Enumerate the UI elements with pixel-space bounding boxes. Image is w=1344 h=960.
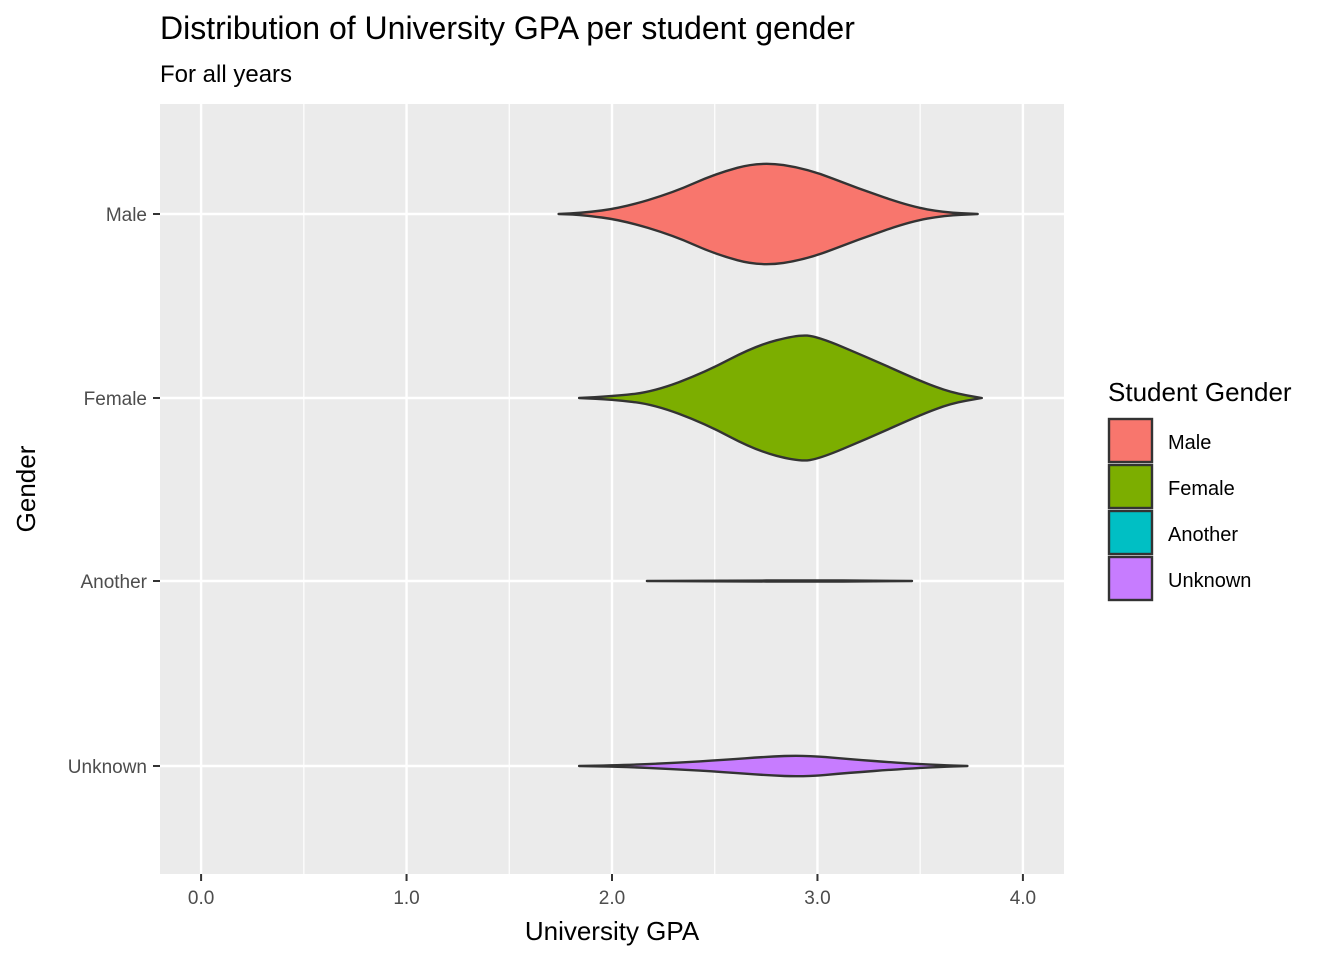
violin-male: [557, 162, 979, 266]
y-axis-title: Gender: [11, 445, 41, 532]
violin-another: [645, 579, 914, 583]
legend-key-male: [1107, 417, 1154, 464]
legend-key-female: [1107, 463, 1154, 510]
legend-label: Another: [1168, 524, 1238, 546]
violin-female: [577, 334, 983, 462]
violin-unknown: [577, 754, 969, 778]
x-tick-label: 2.0: [599, 888, 625, 909]
legend-items: Male Female Another Unknown: [1107, 417, 1251, 602]
x-tick-label: 1.0: [393, 888, 419, 909]
violins: [557, 162, 983, 778]
legend-key-another: [1107, 509, 1154, 556]
y-tick-label: Unknown: [68, 757, 147, 778]
legend-title: Student Gender: [1108, 377, 1292, 407]
legend-key-unknown: [1107, 555, 1154, 602]
legend-label: Male: [1168, 432, 1211, 454]
axes: 0.0 1.0 2.0 3.0 4.0 Male Female Another Unknown: [68, 205, 1036, 909]
chart-subtitle: For all years: [160, 61, 292, 88]
legend-label: Female: [1168, 478, 1235, 500]
x-tick-label: 0.0: [188, 888, 214, 909]
y-tick-label: Another: [80, 572, 147, 593]
x-axis-title: University GPA: [525, 916, 700, 946]
x-tick-label: 3.0: [804, 888, 830, 909]
y-tick-label: Female: [84, 389, 147, 410]
chart-title: Distribution of University GPA per stude…: [160, 10, 855, 46]
legend: Student Gender Male Female Another Unknown: [1107, 377, 1292, 602]
y-tick-label: Male: [106, 205, 147, 226]
legend-label: Unknown: [1168, 570, 1251, 592]
x-tick-label: 4.0: [1010, 888, 1036, 909]
